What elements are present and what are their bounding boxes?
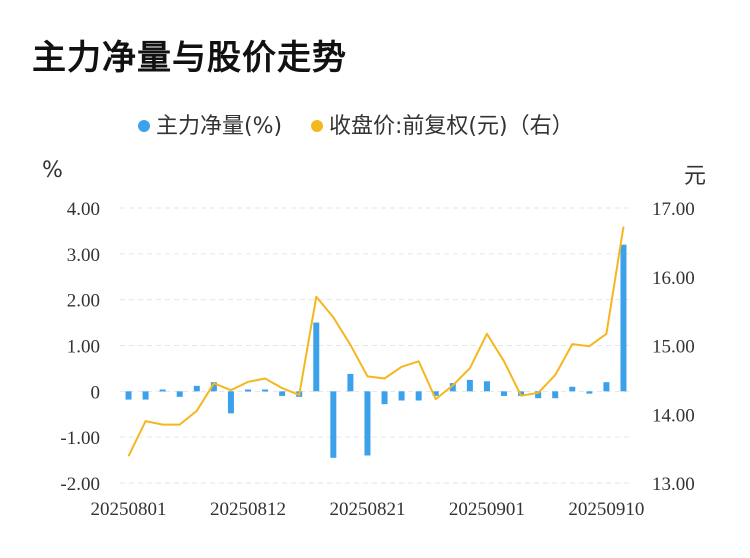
net-volume-bar [535, 391, 542, 399]
legend: 主力净量(%) 收盘价:前复权(元)（右） [0, 108, 750, 144]
net-volume-bar [466, 379, 473, 392]
legend-price-marker [311, 120, 323, 132]
right-tick-label: 13.00 [652, 474, 695, 495]
x-tick-label: 20250910 [568, 499, 644, 520]
net-volume-bar [176, 391, 183, 397]
net-volume-bar [501, 391, 507, 396]
right-tick-label: 17.00 [652, 199, 695, 220]
net-volume-bar [227, 391, 234, 414]
left-tick-label: -1.00 [60, 428, 100, 449]
legend-price-label[interactable]: 收盘价:前复权(元)（右） [329, 114, 574, 139]
left-axis-unit: % [42, 158, 63, 183]
legend-net-marker [138, 120, 150, 132]
net-volume-bar [245, 389, 251, 392]
net-volume-bar [142, 391, 149, 400]
net-volume-bar [432, 391, 439, 396]
left-tick-label: 0 [91, 382, 101, 403]
net-volume-bar [381, 391, 388, 405]
net-volume-bar [603, 382, 610, 392]
net-volume-bar [620, 244, 627, 392]
net-volume-bar [313, 322, 320, 392]
left-tick-label: 4.00 [67, 199, 100, 220]
net-volume-bar [330, 391, 337, 458]
left-tick-label: -2.00 [60, 474, 100, 495]
left-tick-label: 1.00 [67, 337, 100, 358]
net-volume-bar [193, 385, 200, 392]
net-volume-bar [159, 389, 166, 392]
right-axis-unit: 元 [684, 164, 707, 189]
x-tick-label: 20250812 [210, 499, 286, 520]
net-volume-bar [398, 391, 405, 401]
left-tick-label: 2.00 [67, 291, 100, 312]
price-line [127, 226, 625, 457]
right-tick-label: 14.00 [652, 405, 695, 426]
net-volume-bar [347, 373, 354, 392]
net-volume-bar [364, 391, 371, 456]
right-tick-label: 16.00 [652, 268, 695, 289]
x-tick-label: 20250821 [329, 499, 405, 520]
legend-net-label[interactable]: 主力净量(%) [156, 114, 283, 139]
net-volume-bar [262, 389, 269, 392]
net-volume-bar [125, 391, 132, 400]
x-tick-label: 20250801 [91, 499, 167, 520]
net-volume-bar [483, 381, 490, 392]
right-tick-label: 15.00 [652, 337, 695, 358]
net-volume-bar [415, 391, 422, 401]
x-tick-label: 20250901 [449, 499, 525, 520]
net-volume-bar [449, 383, 456, 392]
chart-title: 主力净量与股价走势 [32, 38, 347, 78]
net-volume-bar [569, 386, 576, 392]
net-volume-bar [586, 391, 593, 394]
net-volume-bar [552, 391, 559, 399]
net-volume-bar [279, 391, 286, 396]
net-volume-bar [210, 382, 217, 392]
left-tick-label: 3.00 [67, 245, 100, 266]
